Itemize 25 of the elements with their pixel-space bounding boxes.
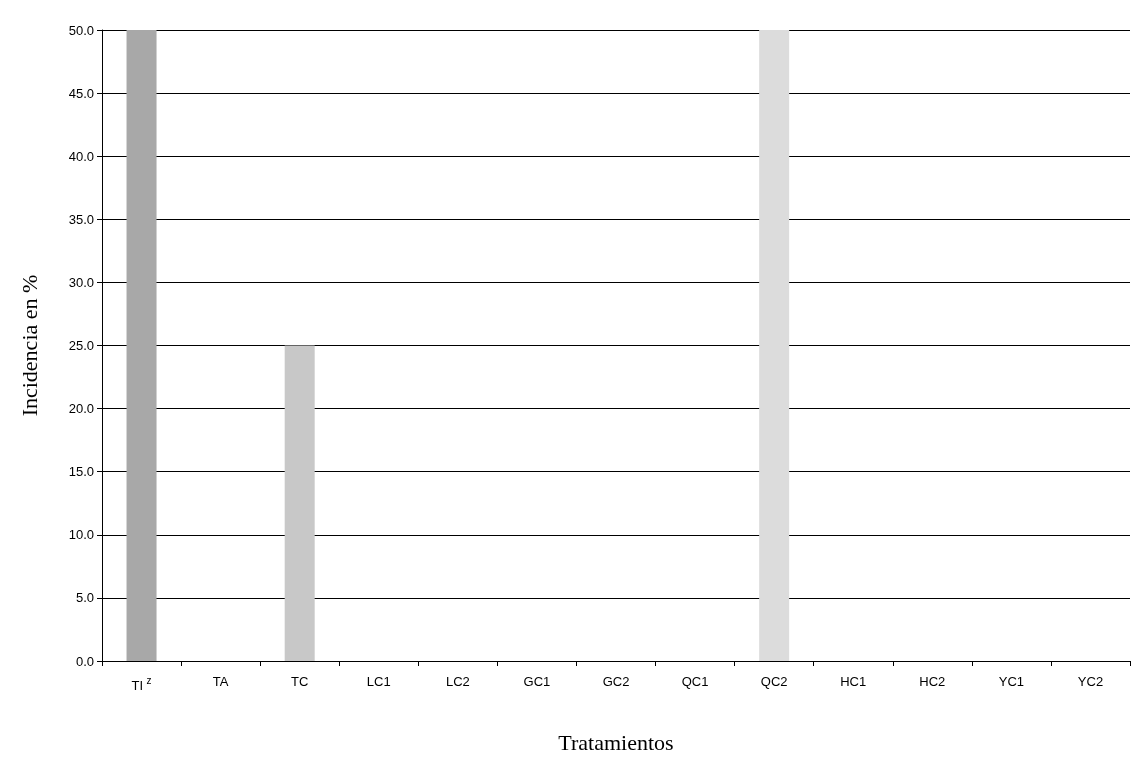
y-tick-label: 35.0 bbox=[68, 211, 94, 227]
y-tick-label: 50.0 bbox=[68, 22, 94, 38]
x-tick-label: LC2 bbox=[445, 674, 470, 689]
x-tick-label: QC1 bbox=[681, 674, 709, 689]
y-tick-label: 30.0 bbox=[68, 274, 94, 290]
y-tick-label: 25.0 bbox=[68, 338, 94, 353]
y-tick-label: 0.0 bbox=[75, 653, 94, 669]
x-tick-label: GC2 bbox=[602, 674, 630, 689]
x-tick-label: TA bbox=[212, 674, 229, 689]
y-axis-title: Incidencia en % bbox=[16, 274, 42, 417]
x-tick-label: QC2 bbox=[760, 674, 788, 689]
x-tick-label: TC bbox=[291, 674, 309, 689]
x-axis-title: Tratamientos bbox=[558, 729, 674, 755]
y-tick-label: 40.0 bbox=[68, 148, 94, 164]
x-tick-label: GC1 bbox=[523, 674, 551, 689]
x-tick-label: HC1 bbox=[840, 674, 867, 689]
y-tick-label: 10.0 bbox=[68, 527, 94, 543]
y-tick-label: 15.0 bbox=[68, 464, 94, 480]
y-tick-label: 20.0 bbox=[68, 401, 94, 417]
x-tick-label: LC1 bbox=[366, 674, 391, 689]
y-tick-label: 45.0 bbox=[68, 85, 94, 101]
y-tick-label: 5.0 bbox=[75, 590, 94, 606]
x-tick-label: YC1 bbox=[998, 674, 1025, 689]
x-tick-label: YC2 bbox=[1077, 674, 1104, 689]
x-tick-label: HC2 bbox=[919, 674, 946, 689]
